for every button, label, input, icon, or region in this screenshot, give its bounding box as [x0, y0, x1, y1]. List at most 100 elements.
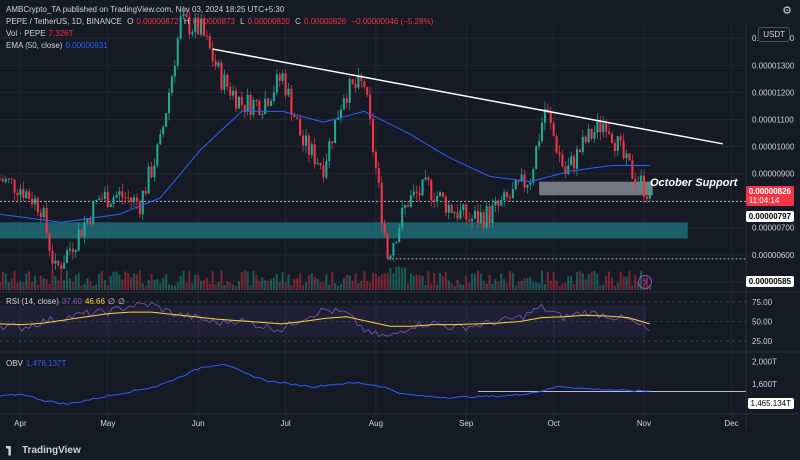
candle-body [290, 88, 293, 115]
candle-body [427, 177, 430, 181]
candle-body [398, 228, 401, 243]
volume-bar [371, 272, 375, 290]
volume-bar [48, 283, 51, 290]
candle-body [500, 199, 503, 206]
candle-body [141, 190, 144, 215]
candle-body [488, 206, 491, 223]
volume-bar [173, 285, 176, 290]
candle-body [220, 62, 223, 90]
price-tick-label: 0.00001200 [752, 88, 795, 97]
volume-bar [74, 274, 77, 290]
obv-tag: 1,465.134T [747, 398, 794, 409]
candle-body [307, 135, 310, 155]
volume-bar [453, 285, 456, 290]
candle-body [237, 96, 240, 109]
lightning-icon[interactable]: ϟ [638, 275, 652, 289]
volume-bar [444, 271, 447, 290]
volume-bar [191, 283, 194, 290]
volume-bar [237, 281, 240, 290]
candle-body [115, 194, 118, 198]
candle-body [401, 207, 404, 229]
candle-body [497, 200, 500, 206]
candle-body [354, 83, 357, 88]
time-axis[interactable]: Apr May Jun Jul Aug Sep Oct Nov Dec [14, 419, 738, 428]
candle-body [51, 250, 54, 264]
volume-bar [106, 284, 109, 290]
candle-body [447, 204, 450, 213]
volume-bar [593, 271, 596, 290]
candle-body [511, 189, 514, 199]
volume-bar [310, 273, 313, 290]
candle-body [36, 198, 39, 213]
volume-bar [430, 283, 433, 290]
volume-bar [360, 280, 363, 290]
candle-body [619, 136, 622, 141]
candle-body [325, 161, 328, 178]
volume-bar [619, 271, 622, 290]
candle-body [386, 234, 389, 259]
candle-body [281, 73, 284, 81]
candle-body [581, 136, 584, 153]
price-axis[interactable]: 0.000014000.000013000.000012000.00001100… [752, 34, 795, 287]
time-tick-label: May [100, 419, 115, 428]
volume-bar [229, 282, 232, 290]
volume-bar [13, 270, 16, 290]
gear-icon[interactable]: ⚙ [782, 5, 792, 17]
volume-bar [581, 273, 584, 290]
volume-bar [587, 273, 590, 290]
candle-body [243, 104, 246, 112]
candle-body [208, 36, 211, 49]
volume-bar [459, 283, 462, 290]
candle-body [395, 242, 398, 244]
candle-body [584, 136, 587, 143]
volume-bar [307, 274, 310, 290]
volume-bar [121, 279, 124, 290]
volume-bar [488, 274, 491, 290]
candle-body [374, 151, 377, 169]
rsi-line [0, 301, 651, 338]
volume-bar [176, 282, 179, 290]
candle-body [246, 94, 249, 112]
candle-body [573, 156, 576, 169]
overlays [0, 48, 723, 223]
obv-legend[interactable]: OBV 1,476.137T [6, 359, 67, 368]
volume-bar [60, 274, 63, 290]
candle-body [68, 248, 71, 251]
candle-body [200, 18, 203, 35]
volume-bar [602, 284, 605, 290]
candle-body [22, 189, 25, 198]
volume-bar [211, 271, 214, 290]
volume-bar [599, 285, 602, 290]
volume-bar [246, 271, 249, 290]
candle-body [409, 195, 412, 207]
volume-bar [313, 276, 316, 290]
symbol-title[interactable]: PEPE / TetherUS, 1D, BINANCE [6, 17, 122, 26]
volume-bar [331, 272, 334, 290]
candle-body [444, 196, 447, 213]
currency-button[interactable]: USDT [758, 27, 790, 42]
candle-body [232, 90, 235, 96]
volume-bar [479, 273, 482, 290]
volume-bar [264, 280, 267, 290]
rsi-legend[interactable]: RSI (14, close) 37.60 46.66 ∅ ∅ [6, 297, 125, 306]
ema-legend[interactable]: EMA (50, close) 0.00000931 [6, 41, 108, 50]
candle-body [322, 165, 325, 178]
volume-bar [424, 285, 427, 290]
candle-body [366, 86, 369, 95]
volume-bar [558, 285, 561, 290]
volume-bar [395, 266, 398, 290]
candle-body [31, 198, 34, 205]
volume-bar [1, 271, 4, 290]
volume-bar [92, 285, 95, 290]
volume-bar [383, 273, 386, 290]
volume-bar [133, 273, 136, 290]
volume-bar [141, 283, 144, 290]
volume-bar [278, 281, 281, 290]
volume-bar [415, 274, 418, 290]
candle-body [625, 153, 628, 159]
volume-legend[interactable]: Vol · PEPE 7.326T [6, 29, 74, 38]
candle-body [532, 169, 535, 183]
candle-body [567, 165, 570, 175]
candle-body [517, 180, 520, 182]
